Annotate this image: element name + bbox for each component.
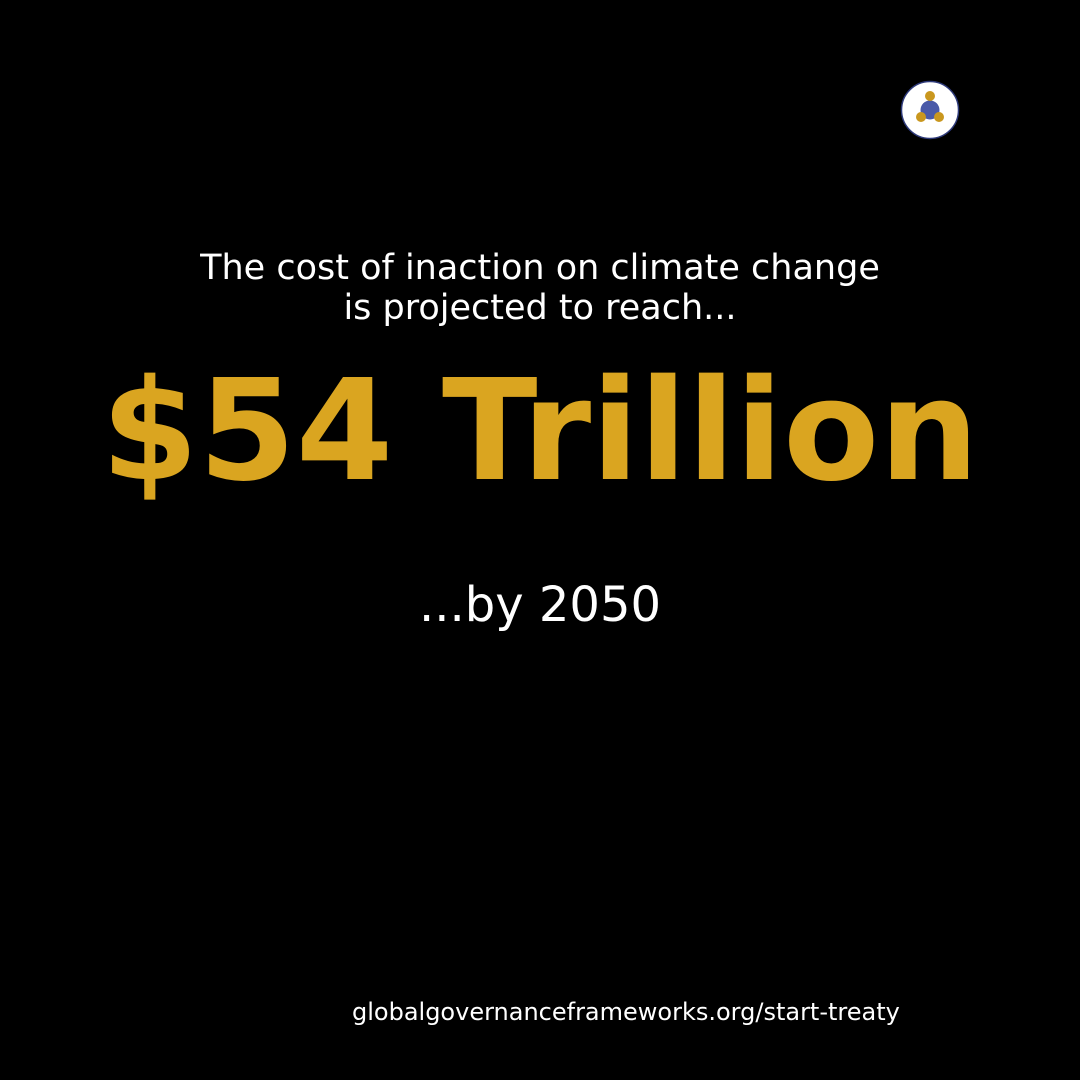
by-year-text: ...by 2050 bbox=[418, 577, 662, 633]
intro-line-2: is projected to reach... bbox=[343, 288, 737, 328]
intro-line-1: The cost of inaction on climate change bbox=[200, 248, 880, 288]
intro-text: The cost of inaction on climate change i… bbox=[0, 248, 1080, 328]
headline-amount: $54 Trillion bbox=[101, 350, 979, 513]
footer-url: globalgovernanceframeworks.org/start-tre… bbox=[352, 998, 900, 1026]
people-network-logo-icon bbox=[900, 80, 960, 140]
